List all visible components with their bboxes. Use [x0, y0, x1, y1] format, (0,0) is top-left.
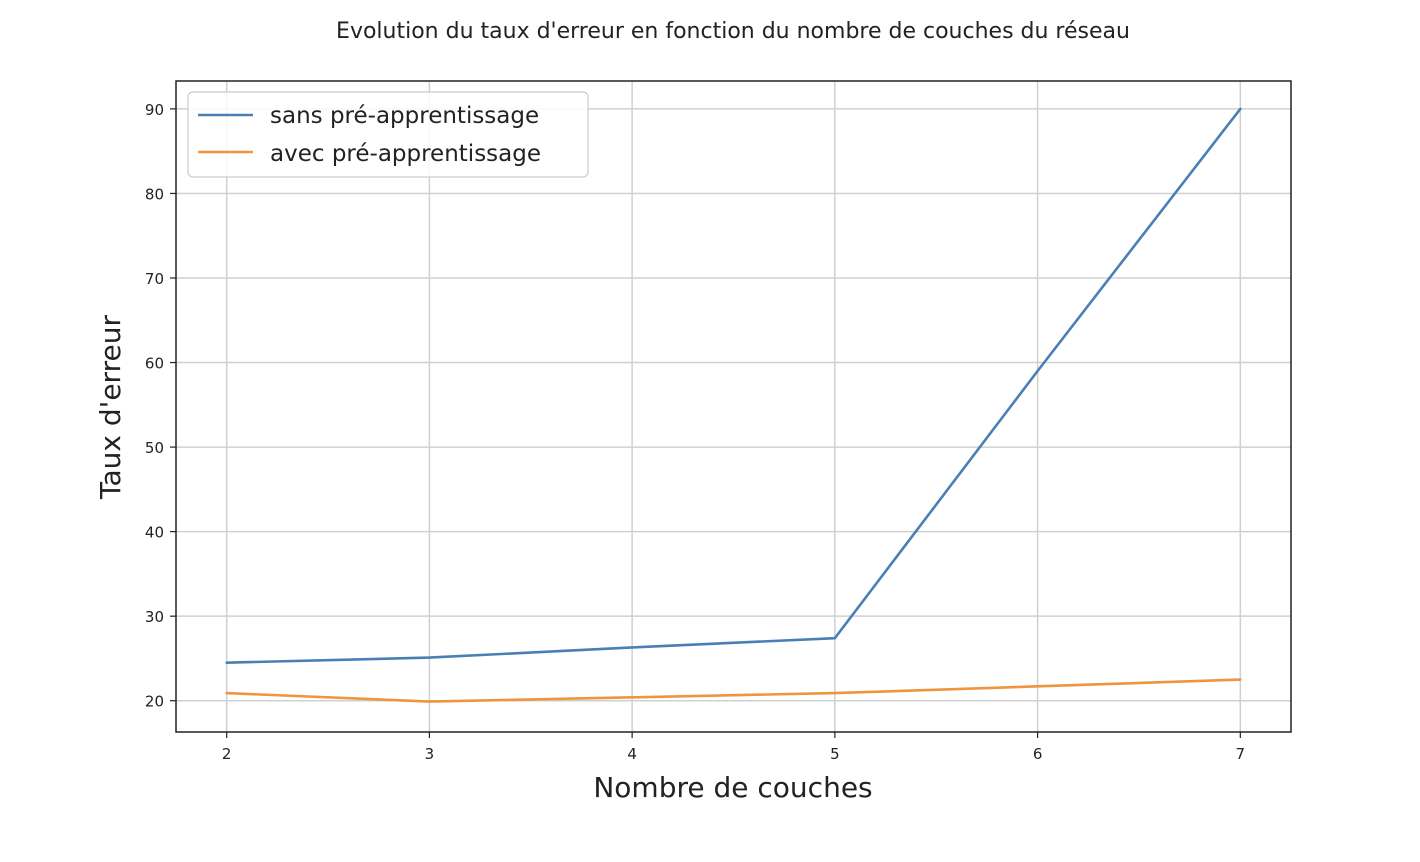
legend-label-sans: sans pré-apprentissage: [270, 103, 539, 129]
chart-title: Evolution du taux d'erreur en fonction d…: [336, 19, 1130, 44]
y-tick-label: 30: [145, 608, 164, 626]
y-tick-label: 50: [145, 439, 164, 457]
x-tick-label: 7: [1236, 745, 1246, 763]
series-line-sans: [225, 107, 1242, 664]
y-tick-label: 20: [145, 693, 164, 711]
y-tick-label: 80: [145, 185, 164, 203]
y-tick-label: 40: [145, 524, 164, 542]
y-tick-label: 90: [145, 101, 164, 119]
legend-label-avec: avec pré-apprentissage: [270, 141, 541, 167]
x-axis-label: Nombre de couches: [593, 771, 872, 804]
x-tick-label: 3: [425, 745, 435, 763]
y-tick-label: 60: [145, 355, 164, 373]
ticks: 2 3 4 5 6 7 20 30 40 50 60 70 80 90: [145, 101, 1245, 763]
series-line-avec: [225, 678, 1242, 703]
legend: sans pré-apprentissage avec pré-apprenti…: [187, 91, 589, 178]
legend-box: [187, 91, 589, 178]
x-tick-label: 2: [222, 745, 232, 763]
y-tick-label: 70: [145, 270, 164, 288]
x-tick-label: 6: [1033, 745, 1043, 763]
x-tick-label: 4: [627, 745, 637, 763]
y-axis-label: Taux d'erreur: [94, 315, 127, 500]
series-layer: [225, 107, 1242, 703]
x-tick-label: 5: [830, 745, 840, 763]
grid: [176, 81, 1291, 732]
plot-frame: [175, 80, 1292, 733]
